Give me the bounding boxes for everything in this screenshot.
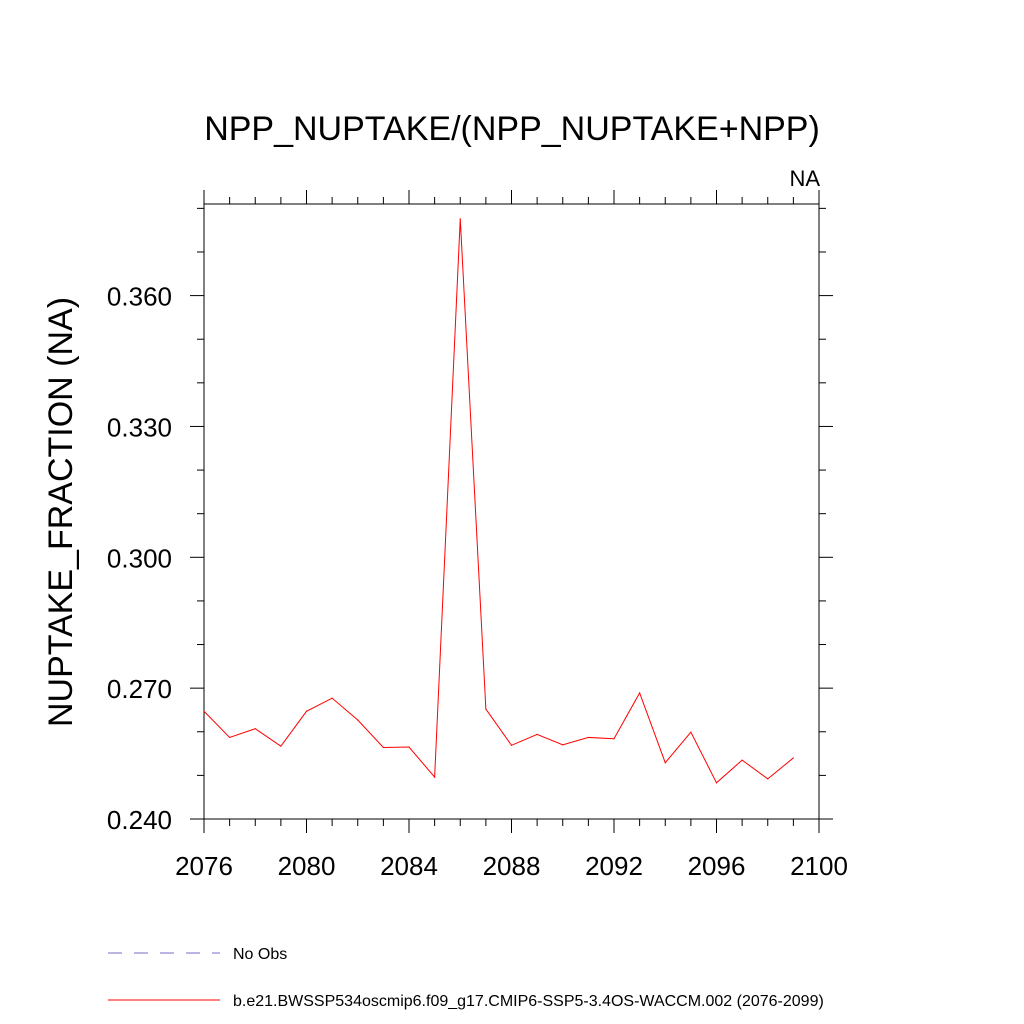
- data-point: [588, 737, 589, 738]
- data-point: [716, 782, 717, 783]
- data-point: [665, 762, 666, 763]
- x-tick-label: 2096: [688, 851, 746, 881]
- legend-label-model: b.e21.BWSSP534oscmip6.f09_g17.CMIP6-SSP5…: [233, 993, 824, 1010]
- data-point: [255, 728, 256, 729]
- legend-label-no-obs: No Obs: [233, 946, 287, 963]
- tick-labels: 2076 2080 2084 2088 2092 2096 2100 0.240 0.270 0.…: [107, 282, 848, 881]
- x-tick-label: 2088: [483, 851, 541, 881]
- data-point: [639, 692, 640, 693]
- data-point: [229, 737, 230, 738]
- plot-frame: [204, 204, 819, 819]
- x-tick-label: 2080: [278, 851, 336, 881]
- data-point: [511, 745, 512, 746]
- y-tick-label: 0.270: [107, 674, 172, 704]
- y-tick-label: 0.360: [107, 282, 172, 312]
- y-axis-label: NUPTAKE_FRACTION (NA): [42, 297, 80, 727]
- data-point: [306, 711, 307, 712]
- data-point: [742, 760, 743, 761]
- data-point: [408, 746, 409, 747]
- chart-title: NPP_NUPTAKE/(NPP_NUPTAKE+NPP): [204, 110, 820, 148]
- series-line: [204, 219, 793, 783]
- y-tick-label: 0.330: [107, 412, 172, 442]
- x-tick-label: 2076: [175, 851, 233, 881]
- data-point: [280, 746, 281, 747]
- data-point: [434, 777, 435, 778]
- y-tick-label: 0.300: [107, 543, 172, 573]
- x-tick-label: 2084: [380, 851, 438, 881]
- chart-subtitle-right: NA: [789, 166, 820, 191]
- x-tick-label: 2100: [790, 851, 848, 881]
- data-point: [332, 698, 333, 699]
- series-points: [203, 218, 794, 783]
- data-point: [767, 778, 768, 779]
- data-point: [383, 747, 384, 748]
- data-point: [613, 738, 614, 739]
- data-point: [203, 711, 204, 712]
- legend: No Obs b.e21.BWSSP534oscmip6.f09_g17.CMI…: [108, 946, 824, 1010]
- line-chart: NPP_NUPTAKE/(NPP_NUPTAKE+NPP) NA NUPTAKE…: [0, 0, 1024, 1024]
- data-point: [485, 708, 486, 709]
- data-point: [537, 734, 538, 735]
- data-point: [690, 732, 691, 733]
- data-point: [562, 744, 563, 745]
- y-tick-label: 0.240: [107, 805, 172, 835]
- major-ticks: [190, 190, 833, 833]
- data-point: [460, 218, 461, 219]
- data-point: [793, 757, 794, 758]
- x-tick-label: 2092: [585, 851, 643, 881]
- data-point: [357, 719, 358, 720]
